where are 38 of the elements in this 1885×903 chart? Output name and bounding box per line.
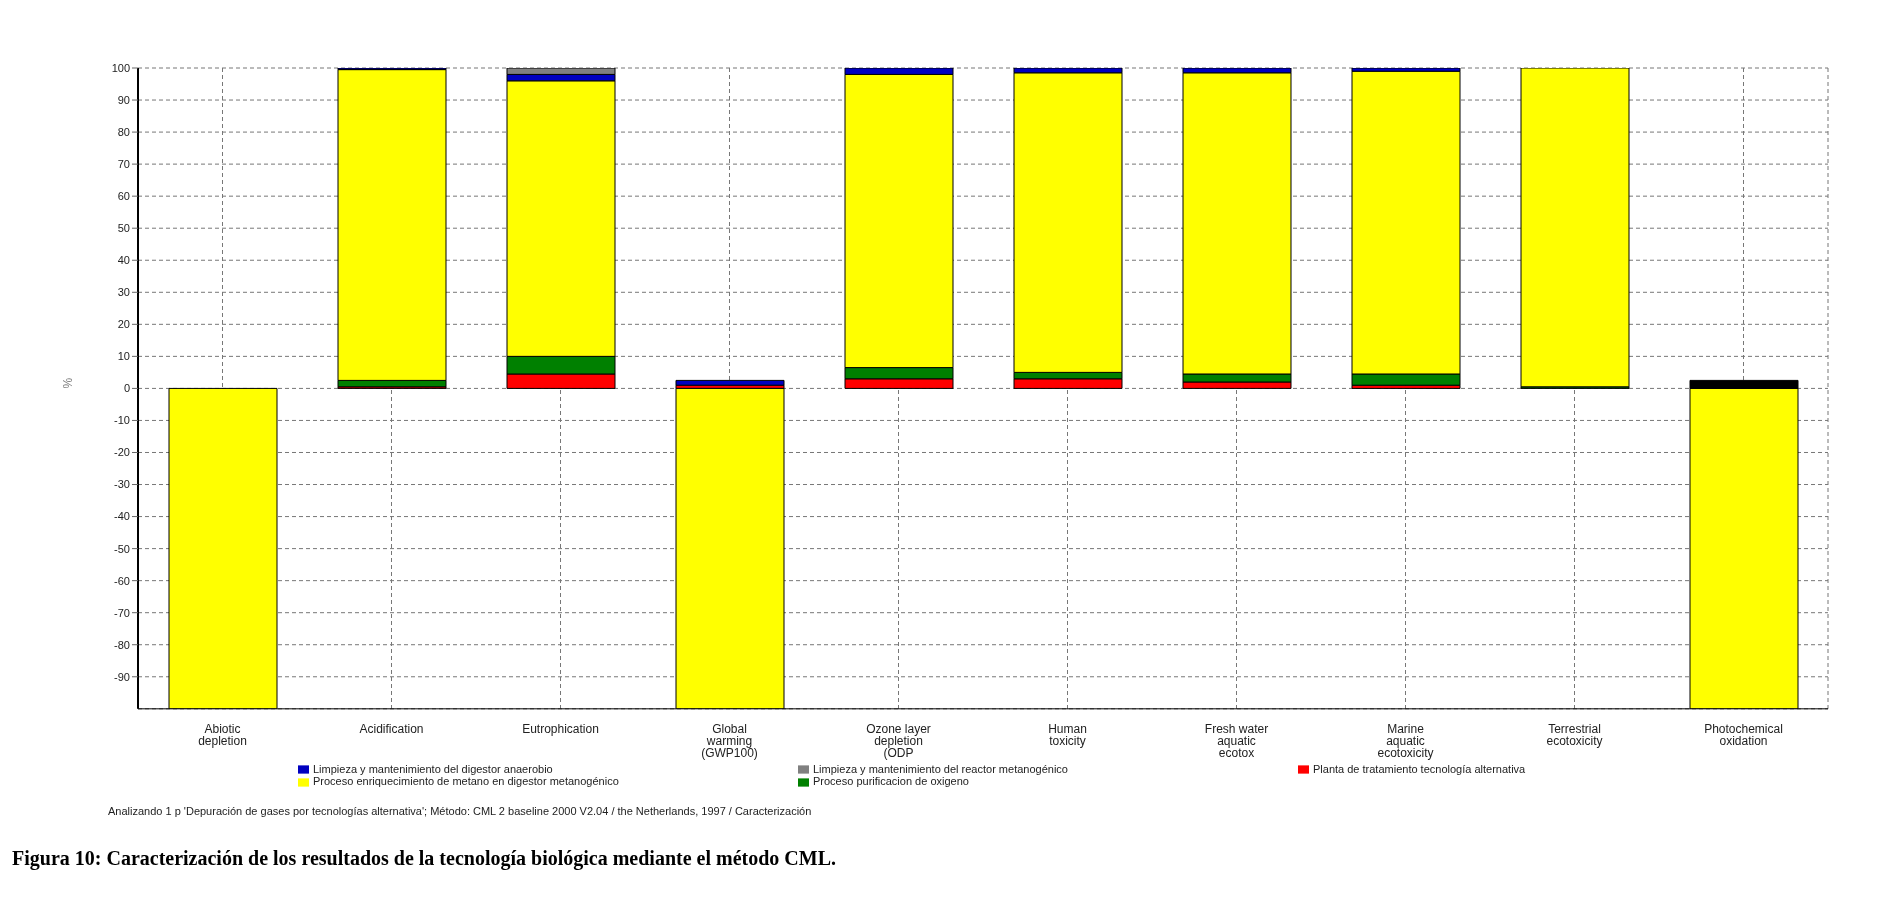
x-tick-label: Eutrophication [522,722,599,737]
y-tick-label: 90 [117,93,130,106]
y-tick-label: -50 [114,542,130,555]
y-tick-label: -40 [114,510,130,523]
y-tick-label: 40 [117,254,130,267]
y-tick-label: -90 [114,670,130,683]
y-tick-label: 10 [117,350,130,363]
y-tick-label: 0 [123,382,130,395]
x-tick-label: Ozone layer depletion (ODP [866,722,931,761]
legend-label: Proceso purificacion de oxigeno [813,775,969,788]
x-tick-label: Global warming (GWP100) [701,722,758,761]
y-tick-label: 20 [117,318,130,331]
x-tick-label: Fresh water aquatic ecotox [1204,722,1269,761]
y-tick-label: 80 [117,125,130,138]
y-tick-label: -20 [114,446,130,459]
text: Analizando 1 p 'Depuración de gases por tecnologías alternativa'; Método: CML 2 baseline 2000 V2.04 / the Netherlands, 1997 / Caracterización [108,805,813,817]
legend-label: Limpieza y mantenimiento del digestor anaerobio [313,762,553,775]
x-tick-label: Photochemical oxidation [1704,722,1783,749]
y-tick-label: 50 [117,222,130,235]
y-tick-label: -80 [114,638,130,651]
legend-label: Proceso enriquecimiento de metano en digestor metanogénico [313,775,619,788]
y-tick-label: -60 [114,574,130,587]
y-tick-label: 60 [117,190,130,203]
y-tick-label: -30 [114,478,130,491]
y-tick-label: 70 [117,158,130,171]
legend-label: Limpieza y mantenimiento del reactor metanogénico [813,762,1068,775]
y-axis-title: % [61,377,76,389]
legend-label: Planta de tratamiento tecnología alternativa [1313,762,1526,775]
x-tick-label: Acidification [359,722,424,737]
y-tick-label: -70 [114,606,130,619]
x-tick-label: Human toxicity [1048,722,1087,749]
y-tick-label: 100 [111,61,130,74]
x-tick-label: Marine aquatic ecotoxicity [1377,722,1434,761]
x-tick-label: Abiotic depletion [198,722,247,749]
x-tick-label: Terrestrial ecotoxicity [1546,722,1603,749]
y-tick-label: 30 [117,286,130,299]
y-tick-label: -10 [114,414,130,427]
text: Figura 10: Caracterización de los resultados de la tecnología biológica mediante el método CML. [12,847,837,870]
